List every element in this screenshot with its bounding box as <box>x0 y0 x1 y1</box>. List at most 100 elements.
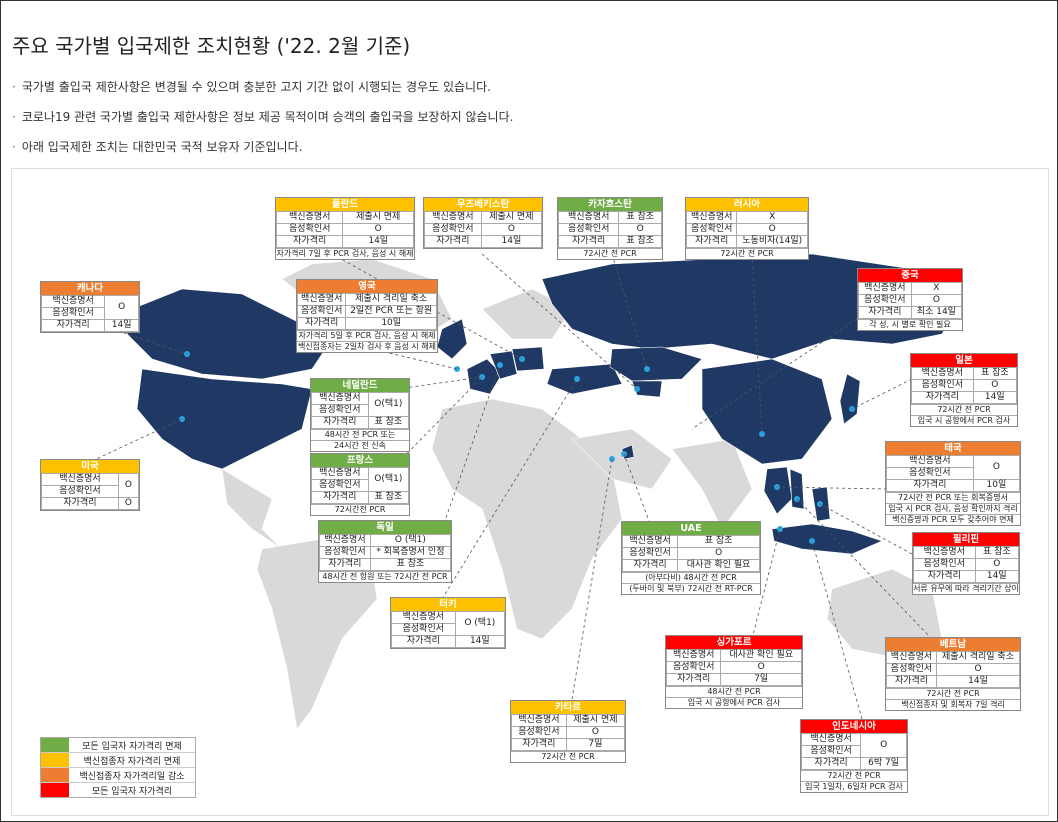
row-value: 노동비자(14일) <box>736 235 808 248</box>
row-label: 백신증명서 <box>557 211 620 224</box>
country-box-netherlands: 네덜란드 백신증명서 O(택1) 음성확인서 자가격리 표 참조 48시간 전 PC… <box>310 378 410 452</box>
leader-indonesia <box>811 540 863 720</box>
row-label: 백신증명서 <box>911 367 974 380</box>
row-value: O <box>677 547 760 560</box>
marker-indonesia <box>809 538 815 544</box>
row-label: 자가격리 <box>665 673 722 686</box>
country-box-singapore: 싱가포르 백신증명서 대사관 확인 필요 음성확인서 O 자가격리 7일 48시간 전… <box>665 635 803 709</box>
box-note: 입국 시 PCR 검사, 음성 확인까지 격리 <box>886 503 1020 514</box>
turkey-shape <box>546 363 623 395</box>
vietnam-shape <box>789 468 805 510</box>
country-box-uk: 영국 백신증명서 제출시 격리일 축소 음성확인서 2일전 PCR 또는 항원 자가… <box>296 279 438 353</box>
row-value: 14일 <box>104 319 139 332</box>
row-value: 표 참조 <box>618 235 662 248</box>
row-label: 자가격리 <box>621 559 679 572</box>
box-note: 각 성, 시 별로 확인 필요 <box>858 319 962 330</box>
row-value: X <box>736 211 808 224</box>
row-label: 백신증명서 <box>665 649 722 662</box>
box-note: 72시간 전 PCR <box>801 770 907 781</box>
country-name: 프랑스 <box>311 454 409 467</box>
row-value: O <box>104 295 139 320</box>
country-box-vietnam: 베트남 백신증명서 제출시 격리일 축소 음성확인서 O 자가격리 14일 72시간 … <box>885 637 1021 711</box>
row-label: 음성확인서 <box>665 661 722 674</box>
box-note: (아부다비) 48시간 전 PCR <box>622 572 760 583</box>
row-value: 최소 14일 <box>910 306 963 319</box>
bullet: · <box>12 80 16 94</box>
country-box-russia: 러시아 백신증명서 X 음성확인서 O 자가격리 노동비자(14일) 72시간 전 P… <box>685 197 809 260</box>
measures-table: 백신증명서 X 음성확인서 O 자가격리 최소 14일 <box>858 282 963 319</box>
country-name: 카자흐스탄 <box>558 198 662 211</box>
notice-text: 아래 입국제한 조치는 대한민국 국적 보유자 기준입니다. <box>21 140 303 154</box>
row-value: 표 참조 <box>618 211 662 224</box>
row-value: 7일 <box>720 673 802 686</box>
leader-kazakhstan <box>611 253 648 370</box>
row-label: 자가격리 <box>391 635 456 648</box>
country-box-philippines: 필리핀 백신증명서 표 참조 음성확인서 O 자가격리 14일 서류 유무에 따라 격… <box>912 532 1020 595</box>
row-label: 백신증명서 <box>885 651 938 664</box>
row-value: 10일 <box>972 479 1021 492</box>
leader-germany <box>441 364 501 530</box>
measures-table: 백신증명서 표 참조 음성확인서 O 자가격리 14일 <box>911 367 1018 404</box>
box-note: 48시간 전 항원 또는 72시간 전 PCR <box>319 571 451 582</box>
marker-usa <box>179 416 185 422</box>
notice-text: 국가별 출입국 제한사항은 변경될 수 있으며 충분한 고지 기간 없이 시행되… <box>21 80 491 94</box>
row-label: 음성확인서 <box>685 223 738 236</box>
bullet: · <box>12 140 16 154</box>
row-label: 음성확인서 <box>40 307 106 320</box>
row-label: 음성확인서 <box>621 547 679 560</box>
row-label: 음성확인서 <box>886 467 974 480</box>
measures-table: 백신증명서 O(택1) 음성확인서 자가격리 표 참조 <box>311 392 410 429</box>
row-value: X <box>910 282 963 295</box>
row-value: 표 참조 <box>367 491 410 504</box>
box-note: 입국 시 공항에서 PCR 검사 <box>666 697 802 708</box>
country-box-thailand: 태국 백신증명서 O 음성확인서 자가격리 10일 72시간 전 PCR 또는 회복… <box>885 441 1021 526</box>
poland-shape <box>511 346 545 372</box>
row-value: O (택1) <box>369 534 452 547</box>
legend-label: 백신접종자 자가격리일 감소 <box>79 771 185 782</box>
country-name: UAE <box>622 522 760 535</box>
row-value: 14일 <box>972 391 1018 404</box>
measures-table: 백신증명서 O (택1) 음성확인서 자가격리 14일 <box>391 611 506 648</box>
legend-label: 모든 입국자 자가격리 면제 <box>82 741 182 752</box>
row-label: 음성확인서 <box>557 223 620 236</box>
country-box-germany: 독일 백신증명서 O (택1) 음성확인서 * 회복증명서 인정 자가격리 표 참조 … <box>318 520 452 583</box>
box-note: 백신접종자 및 회복자 7일 격리 <box>886 699 1020 710</box>
row-value: 제출시 격리일 축소 <box>936 651 1020 664</box>
country-box-canada: 캐나다 백신증명서 O 음성확인서 자가격리 14일 <box>40 281 140 333</box>
country-name: 인도네시아 <box>801 720 907 733</box>
row-label: 음성확인서 <box>511 726 567 739</box>
row-label: 음성확인서 <box>296 305 347 318</box>
row-label: 음성확인서 <box>311 479 369 492</box>
row-value: 14일 <box>342 235 414 248</box>
row-label: 음성확인서 <box>800 745 862 758</box>
country-name: 태국 <box>886 442 1020 455</box>
leader-singapore <box>751 528 781 640</box>
leader-uae <box>623 453 653 530</box>
world-map-panel: 폴란드 백신증명서 제출시 면제 음성확인서 O 자가격리 14일 자가격리 7일 후… <box>11 168 1049 816</box>
country-name: 독일 <box>319 521 451 534</box>
row-label: 자가격리 <box>319 558 371 571</box>
row-label: 백신증명서 <box>319 534 371 547</box>
measures-table: 백신증명서 O(택1) 음성확인서 자가격리 표 참조 <box>311 467 410 504</box>
row-label: 백신증명서 <box>800 733 862 746</box>
row-value: 14일 <box>480 235 543 248</box>
country-name: 싱가포르 <box>666 636 802 649</box>
country-box-poland: 폴란드 백신증명서 제출시 면제 음성확인서 O 자가격리 14일 자가격리 7일 후… <box>275 197 415 260</box>
row-value: 제출시 면제 <box>342 211 414 224</box>
country-name: 중국 <box>858 269 962 282</box>
country-box-uzbekistan: 우즈베키스탄 백신증명서 제출시 면제 음성확인서 O 자가격리 14일 <box>423 197 543 249</box>
row-label: 자가격리 <box>311 491 369 504</box>
row-label: 백신증명서 <box>511 714 567 727</box>
row-value: 10일 <box>345 317 437 330</box>
row-label: 자가격리 <box>885 675 938 688</box>
row-label: 음성확인서 <box>391 623 456 636</box>
row-value: 14일 <box>454 635 506 648</box>
row-value: O <box>117 497 140 510</box>
usa-shape <box>136 368 313 470</box>
box-note: 백신접종자는 2일차 검사 후 음성 시 해제 <box>297 341 437 351</box>
notice-3: · 아래 입국제한 조치는 대한민국 국적 보유자 기준입니다. <box>12 138 302 155</box>
row-value: 제출시 면제 <box>565 714 626 727</box>
row-label: 백신증명서 <box>424 211 482 224</box>
box-note: 자가격리 7일 후 PCR 검사, 음성 시 해제 <box>276 248 414 258</box>
row-label: 음성확인서 <box>275 223 344 236</box>
